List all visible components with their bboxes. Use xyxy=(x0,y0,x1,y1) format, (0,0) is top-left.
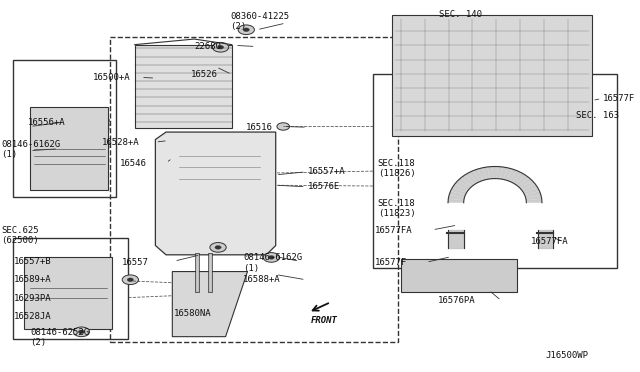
Polygon shape xyxy=(507,169,517,182)
Text: 16500+A: 16500+A xyxy=(93,73,131,81)
Polygon shape xyxy=(458,178,472,188)
Text: SEC.625
(62500): SEC.625 (62500) xyxy=(1,225,39,245)
Text: 16576PA: 16576PA xyxy=(437,296,475,305)
Circle shape xyxy=(243,28,250,32)
Polygon shape xyxy=(468,171,481,183)
Polygon shape xyxy=(522,184,538,193)
Polygon shape xyxy=(455,181,470,190)
Polygon shape xyxy=(156,132,276,255)
Circle shape xyxy=(74,327,90,337)
Polygon shape xyxy=(465,173,477,184)
Text: SEC. 140: SEC. 140 xyxy=(438,10,482,19)
Polygon shape xyxy=(401,259,517,292)
Polygon shape xyxy=(525,191,541,198)
Circle shape xyxy=(215,246,221,249)
Circle shape xyxy=(263,253,280,262)
Polygon shape xyxy=(525,195,541,200)
Polygon shape xyxy=(509,171,522,183)
Circle shape xyxy=(127,278,134,282)
Circle shape xyxy=(210,243,226,252)
Text: 16546: 16546 xyxy=(120,159,147,168)
Circle shape xyxy=(212,42,228,52)
Polygon shape xyxy=(451,187,467,195)
Text: 16293PA: 16293PA xyxy=(14,294,51,303)
Polygon shape xyxy=(492,167,497,179)
Text: 16557+A: 16557+A xyxy=(308,167,346,176)
Polygon shape xyxy=(172,272,248,337)
Polygon shape xyxy=(520,181,535,190)
Text: 16576E: 16576E xyxy=(308,182,340,191)
Polygon shape xyxy=(448,195,465,200)
Polygon shape xyxy=(513,173,525,184)
Polygon shape xyxy=(134,45,232,128)
Polygon shape xyxy=(473,169,483,182)
Polygon shape xyxy=(449,191,465,198)
Polygon shape xyxy=(24,257,111,329)
Text: 16556+A: 16556+A xyxy=(28,118,66,126)
Text: 16557+B: 16557+B xyxy=(14,257,51,266)
Circle shape xyxy=(218,45,224,49)
Polygon shape xyxy=(518,178,532,188)
Polygon shape xyxy=(504,168,513,180)
Circle shape xyxy=(78,330,84,334)
Polygon shape xyxy=(392,15,592,136)
Text: FRONT: FRONT xyxy=(311,316,338,325)
Circle shape xyxy=(122,275,138,285)
Circle shape xyxy=(268,256,275,259)
Text: 16589+A: 16589+A xyxy=(14,275,51,284)
Polygon shape xyxy=(448,230,464,248)
Polygon shape xyxy=(452,184,468,193)
Text: 16580NA: 16580NA xyxy=(174,309,212,318)
Text: SEC.118
(11826): SEC.118 (11826) xyxy=(378,158,415,178)
Polygon shape xyxy=(477,168,486,180)
Text: J16500WP: J16500WP xyxy=(545,351,588,360)
Circle shape xyxy=(238,25,254,35)
Text: 16577F: 16577F xyxy=(603,94,635,103)
Text: 16557: 16557 xyxy=(122,258,149,267)
Text: SEC. 163: SEC. 163 xyxy=(577,111,620,120)
Text: 16528+A: 16528+A xyxy=(102,138,139,147)
Text: 16577FA: 16577FA xyxy=(531,237,569,246)
Text: 08146-6162G
(1): 08146-6162G (1) xyxy=(1,140,60,159)
Text: 16577F: 16577F xyxy=(374,258,407,267)
Polygon shape xyxy=(448,199,464,203)
Circle shape xyxy=(277,123,289,130)
Text: 22680: 22680 xyxy=(195,42,221,51)
Polygon shape xyxy=(483,167,490,179)
Polygon shape xyxy=(515,175,529,186)
Polygon shape xyxy=(30,107,108,190)
Text: SEC.118
(11823): SEC.118 (11823) xyxy=(378,199,415,218)
Polygon shape xyxy=(538,230,554,248)
Text: 16526: 16526 xyxy=(191,70,218,79)
Text: 16588+A: 16588+A xyxy=(243,275,281,284)
Text: 16528JA: 16528JA xyxy=(14,312,51,321)
Polygon shape xyxy=(526,199,542,203)
Text: 08146-6252G
(2): 08146-6252G (2) xyxy=(30,328,89,347)
Text: 16577FA: 16577FA xyxy=(374,226,412,235)
Polygon shape xyxy=(497,167,502,179)
Polygon shape xyxy=(500,167,508,179)
Polygon shape xyxy=(524,187,540,195)
Text: 16516: 16516 xyxy=(246,123,273,132)
Polygon shape xyxy=(461,175,475,186)
Polygon shape xyxy=(488,167,493,179)
Text: 08360-41225
(2): 08360-41225 (2) xyxy=(230,12,290,31)
Text: 08146-6162G
(1): 08146-6162G (1) xyxy=(243,253,302,273)
